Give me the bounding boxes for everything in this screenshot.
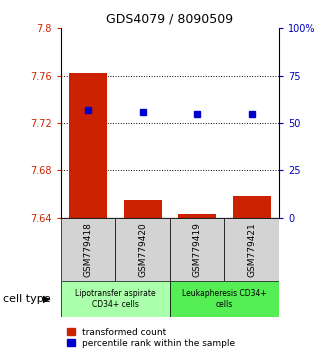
Text: Lipotransfer aspirate
CD34+ cells: Lipotransfer aspirate CD34+ cells bbox=[75, 290, 156, 309]
Legend: transformed count, percentile rank within the sample: transformed count, percentile rank withi… bbox=[66, 326, 237, 349]
Bar bbox=[69, 73, 107, 218]
Bar bbox=[61, 218, 116, 281]
Bar bbox=[233, 196, 271, 218]
Text: GSM779419: GSM779419 bbox=[193, 222, 202, 277]
Bar bbox=[124, 200, 162, 218]
Text: GSM779418: GSM779418 bbox=[84, 222, 93, 277]
Text: cell type: cell type bbox=[3, 294, 51, 304]
Text: ▶: ▶ bbox=[43, 294, 50, 304]
Text: Leukapheresis CD34+
cells: Leukapheresis CD34+ cells bbox=[182, 290, 267, 309]
Bar bbox=[178, 214, 216, 218]
Bar bbox=[170, 218, 224, 281]
Title: GDS4079 / 8090509: GDS4079 / 8090509 bbox=[106, 13, 234, 26]
Bar bbox=[224, 218, 279, 281]
Bar bbox=[61, 281, 170, 317]
Bar bbox=[115, 218, 170, 281]
Bar bbox=[170, 281, 279, 317]
Text: GSM779421: GSM779421 bbox=[247, 222, 256, 277]
Text: GSM779420: GSM779420 bbox=[138, 222, 147, 277]
